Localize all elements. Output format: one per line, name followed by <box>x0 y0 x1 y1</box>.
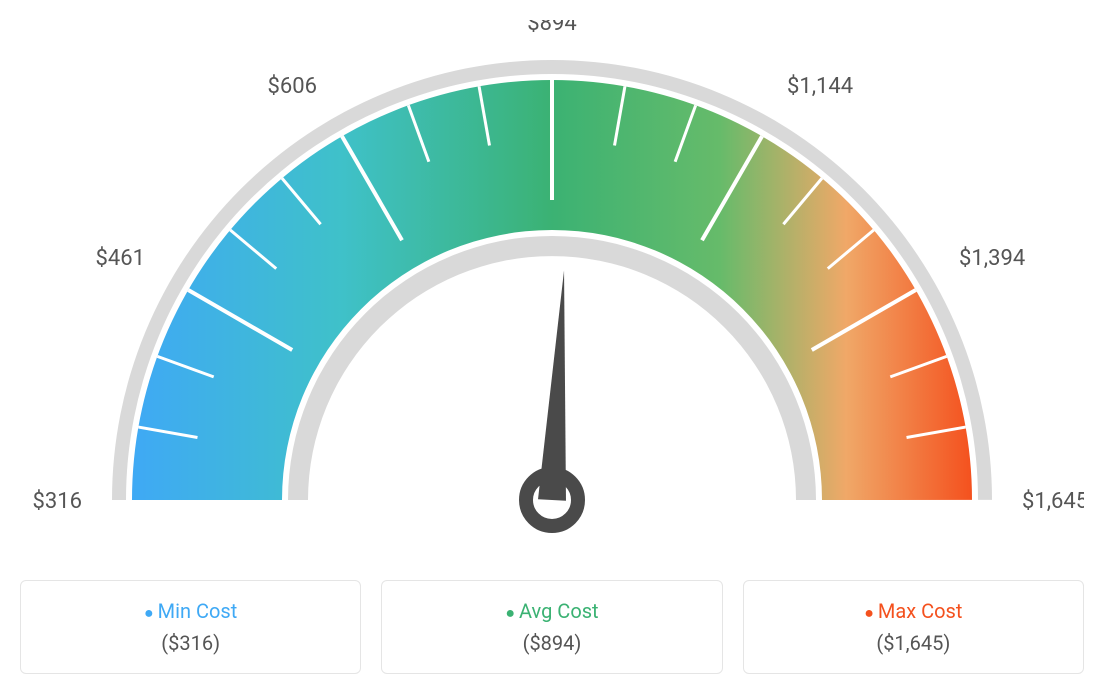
min-cost-card: Min Cost ($316) <box>20 580 361 674</box>
tick-label: $1,645 <box>1022 489 1084 514</box>
max-cost-card: Max Cost ($1,645) <box>743 580 1084 674</box>
avg-cost-card: Avg Cost ($894) <box>381 580 722 674</box>
avg-cost-value: ($894) <box>382 631 721 655</box>
max-cost-label: Max Cost <box>744 599 1083 623</box>
summary-row: Min Cost ($316) Avg Cost ($894) Max Cost… <box>20 580 1084 674</box>
gauge-chart: $316 $461 $606 $894 $1,144 $1,394 $1,645 <box>20 20 1084 560</box>
tick-label: $1,144 <box>787 74 853 99</box>
tick-label: $606 <box>268 74 317 99</box>
gauge-svg: $316 $461 $606 $894 $1,144 $1,394 $1,645 <box>20 20 1084 560</box>
avg-cost-label: Avg Cost <box>382 599 721 623</box>
tick-label: $1,394 <box>959 246 1025 271</box>
cost-gauge-widget: $316 $461 $606 $894 $1,144 $1,394 $1,645 Min C… <box>20 20 1084 674</box>
max-cost-value: ($1,645) <box>744 631 1083 655</box>
tick-label: $894 <box>527 20 576 36</box>
needle <box>538 270 566 500</box>
min-cost-value: ($316) <box>21 631 360 655</box>
tick-label: $316 <box>33 489 82 514</box>
tick-label: $461 <box>95 246 144 271</box>
min-cost-label: Min Cost <box>21 599 360 623</box>
